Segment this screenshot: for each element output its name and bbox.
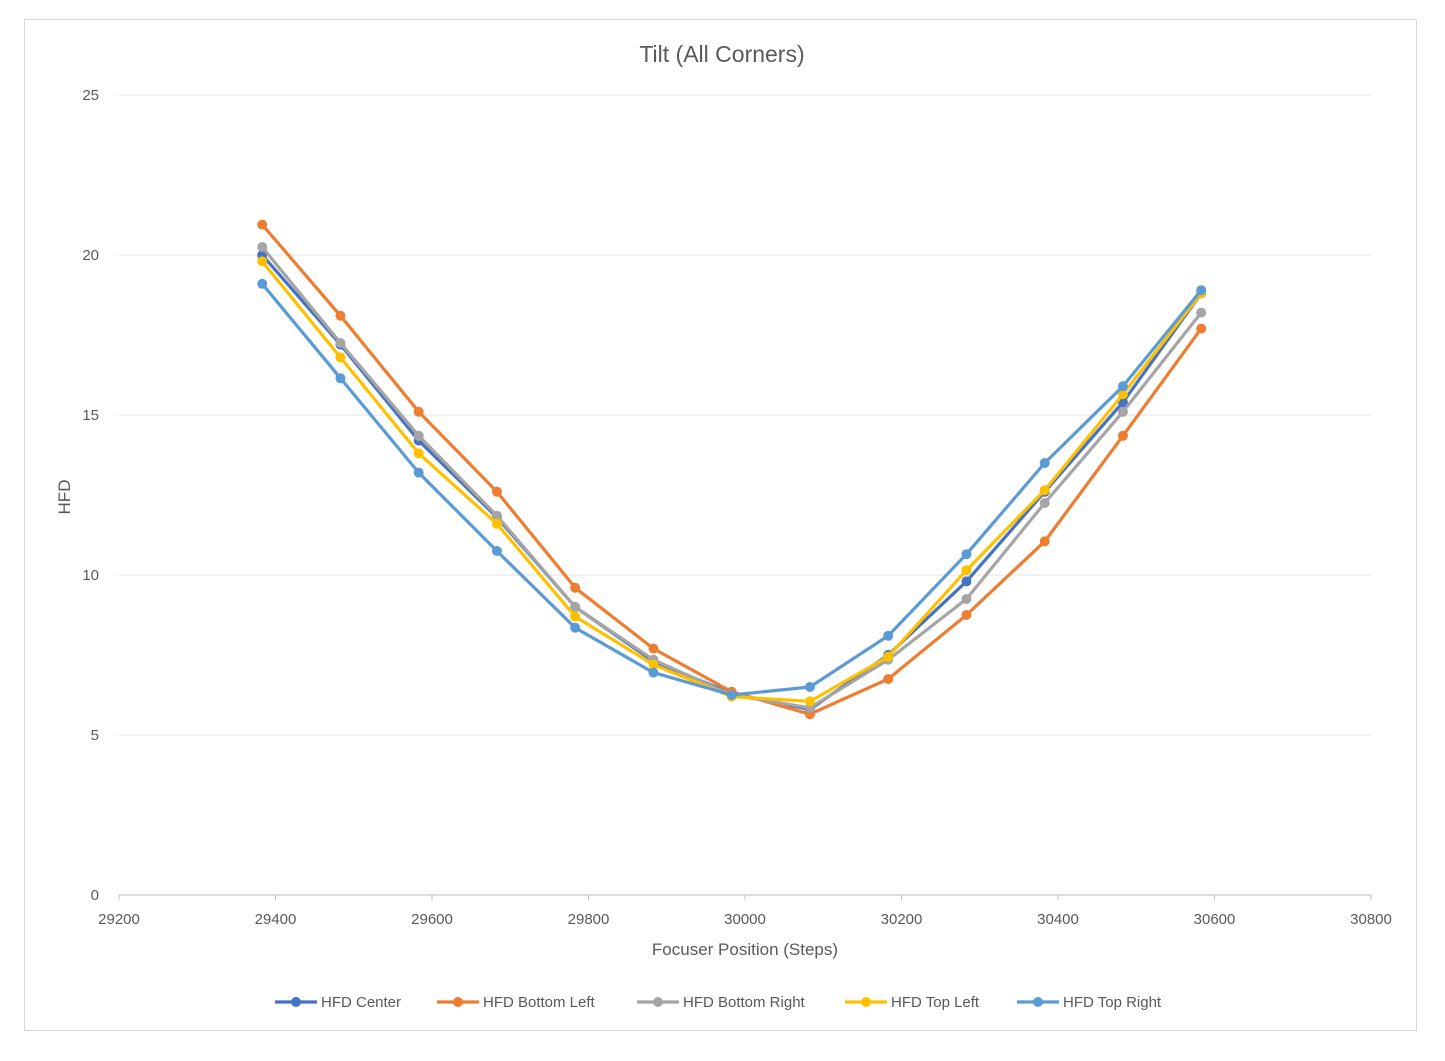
data-point [1039, 485, 1050, 496]
data-point [1039, 458, 1050, 468]
legend-item: HFD Center [275, 994, 401, 1011]
data-point [1196, 307, 1207, 318]
data-point [1117, 430, 1128, 441]
data-point [413, 406, 424, 417]
data-point [961, 565, 972, 576]
series-line [260, 259, 1203, 704]
x-tick-label: 30400 [1037, 911, 1079, 928]
data-point [726, 690, 737, 700]
legend-swatch-marker [291, 997, 301, 1007]
x-tick-label: 30000 [724, 911, 766, 928]
series-hfd-top-right [257, 278, 1207, 700]
data-point [335, 352, 346, 363]
series-group [257, 219, 1207, 720]
legend-label: HFD Bottom Left [483, 994, 596, 1011]
legend-label: HFD Top Right [1063, 994, 1162, 1011]
data-point [570, 602, 581, 612]
series-line [260, 245, 1203, 710]
data-point [413, 467, 424, 478]
data-point [335, 338, 346, 348]
x-tick-label: 29400 [255, 911, 297, 928]
data-point [257, 242, 268, 252]
data-point [257, 256, 268, 267]
legend-swatch-marker [453, 997, 463, 1007]
data-point [491, 518, 502, 529]
data-point [413, 430, 424, 441]
data-point [491, 486, 502, 497]
legend-item: HFD Top Left [845, 994, 980, 1011]
legend-swatch-marker [861, 997, 871, 1007]
chart-title: Tilt (All Corners) [639, 41, 804, 67]
data-point [1196, 285, 1207, 296]
legend: HFD Center HFD Bottom Left HFD Bottom Righ… [275, 994, 1162, 1011]
data-point [648, 659, 659, 670]
x-tick-label: 30200 [881, 911, 923, 928]
data-point [648, 643, 659, 654]
x-tick-label: 30600 [1194, 911, 1236, 928]
chart-svg: 0 5 10 15 20 25 29200 29400 29600 29800 30000 30200… [55, 41, 1392, 1011]
data-point [961, 549, 972, 560]
y-tick-label: 15 [82, 407, 99, 424]
data-point [570, 582, 581, 593]
data-point [1039, 498, 1050, 508]
data-point [1117, 389, 1128, 400]
data-point [883, 651, 894, 662]
data-point [804, 696, 815, 707]
y-tick-label: 5 [91, 727, 99, 744]
y-tick-label: 10 [82, 567, 99, 584]
data-point [1117, 406, 1128, 417]
data-point [1117, 381, 1128, 392]
data-point [883, 630, 894, 641]
data-point [961, 610, 972, 620]
data-point [961, 594, 972, 604]
legend-label: HFD Center [321, 994, 401, 1011]
legend-swatch-marker [653, 997, 663, 1007]
legend-item: HFD Bottom Left [437, 994, 596, 1011]
data-point [883, 674, 894, 684]
legend-label: HFD Top Left [891, 994, 980, 1011]
legend-item: HFD Top Right [1017, 994, 1162, 1011]
legend-item: HFD Bottom Right [637, 994, 806, 1011]
data-point [804, 682, 815, 692]
x-tick-label: 29200 [98, 911, 140, 928]
x-tick-label: 29600 [411, 911, 453, 928]
y-tick-label: 0 [91, 887, 99, 904]
data-point [335, 373, 346, 384]
x-tick-label: 29800 [568, 911, 610, 928]
series-hfd-bottom-right [257, 242, 1207, 713]
y-tick-label: 25 [82, 87, 99, 104]
grid [119, 94, 1371, 896]
legend-label: HFD Bottom Right [683, 994, 806, 1011]
axes: 0 5 10 15 20 25 29200 29400 29600 29800 30000 30200… [82, 87, 1392, 928]
y-tick-label: 20 [82, 247, 99, 264]
data-point [570, 611, 581, 622]
data-point [1039, 536, 1050, 547]
data-point [491, 510, 502, 521]
series-line [260, 282, 1203, 697]
legend-swatch-marker [1033, 997, 1043, 1007]
data-point [257, 278, 268, 289]
y-axis-title: HFD [55, 480, 74, 515]
x-tick-label: 30800 [1350, 911, 1392, 928]
data-point [335, 310, 346, 321]
data-point [257, 219, 268, 230]
series-line [260, 253, 1203, 712]
x-axis-title: Focuser Position (Steps) [652, 940, 838, 959]
data-point [1196, 323, 1207, 334]
data-point [413, 448, 424, 459]
data-point [961, 576, 972, 587]
data-point [570, 622, 581, 633]
data-point [491, 546, 502, 556]
chart-frame: 0 5 10 15 20 25 29200 29400 29600 29800 30000 30200… [24, 19, 1417, 1031]
data-point [648, 667, 659, 678]
